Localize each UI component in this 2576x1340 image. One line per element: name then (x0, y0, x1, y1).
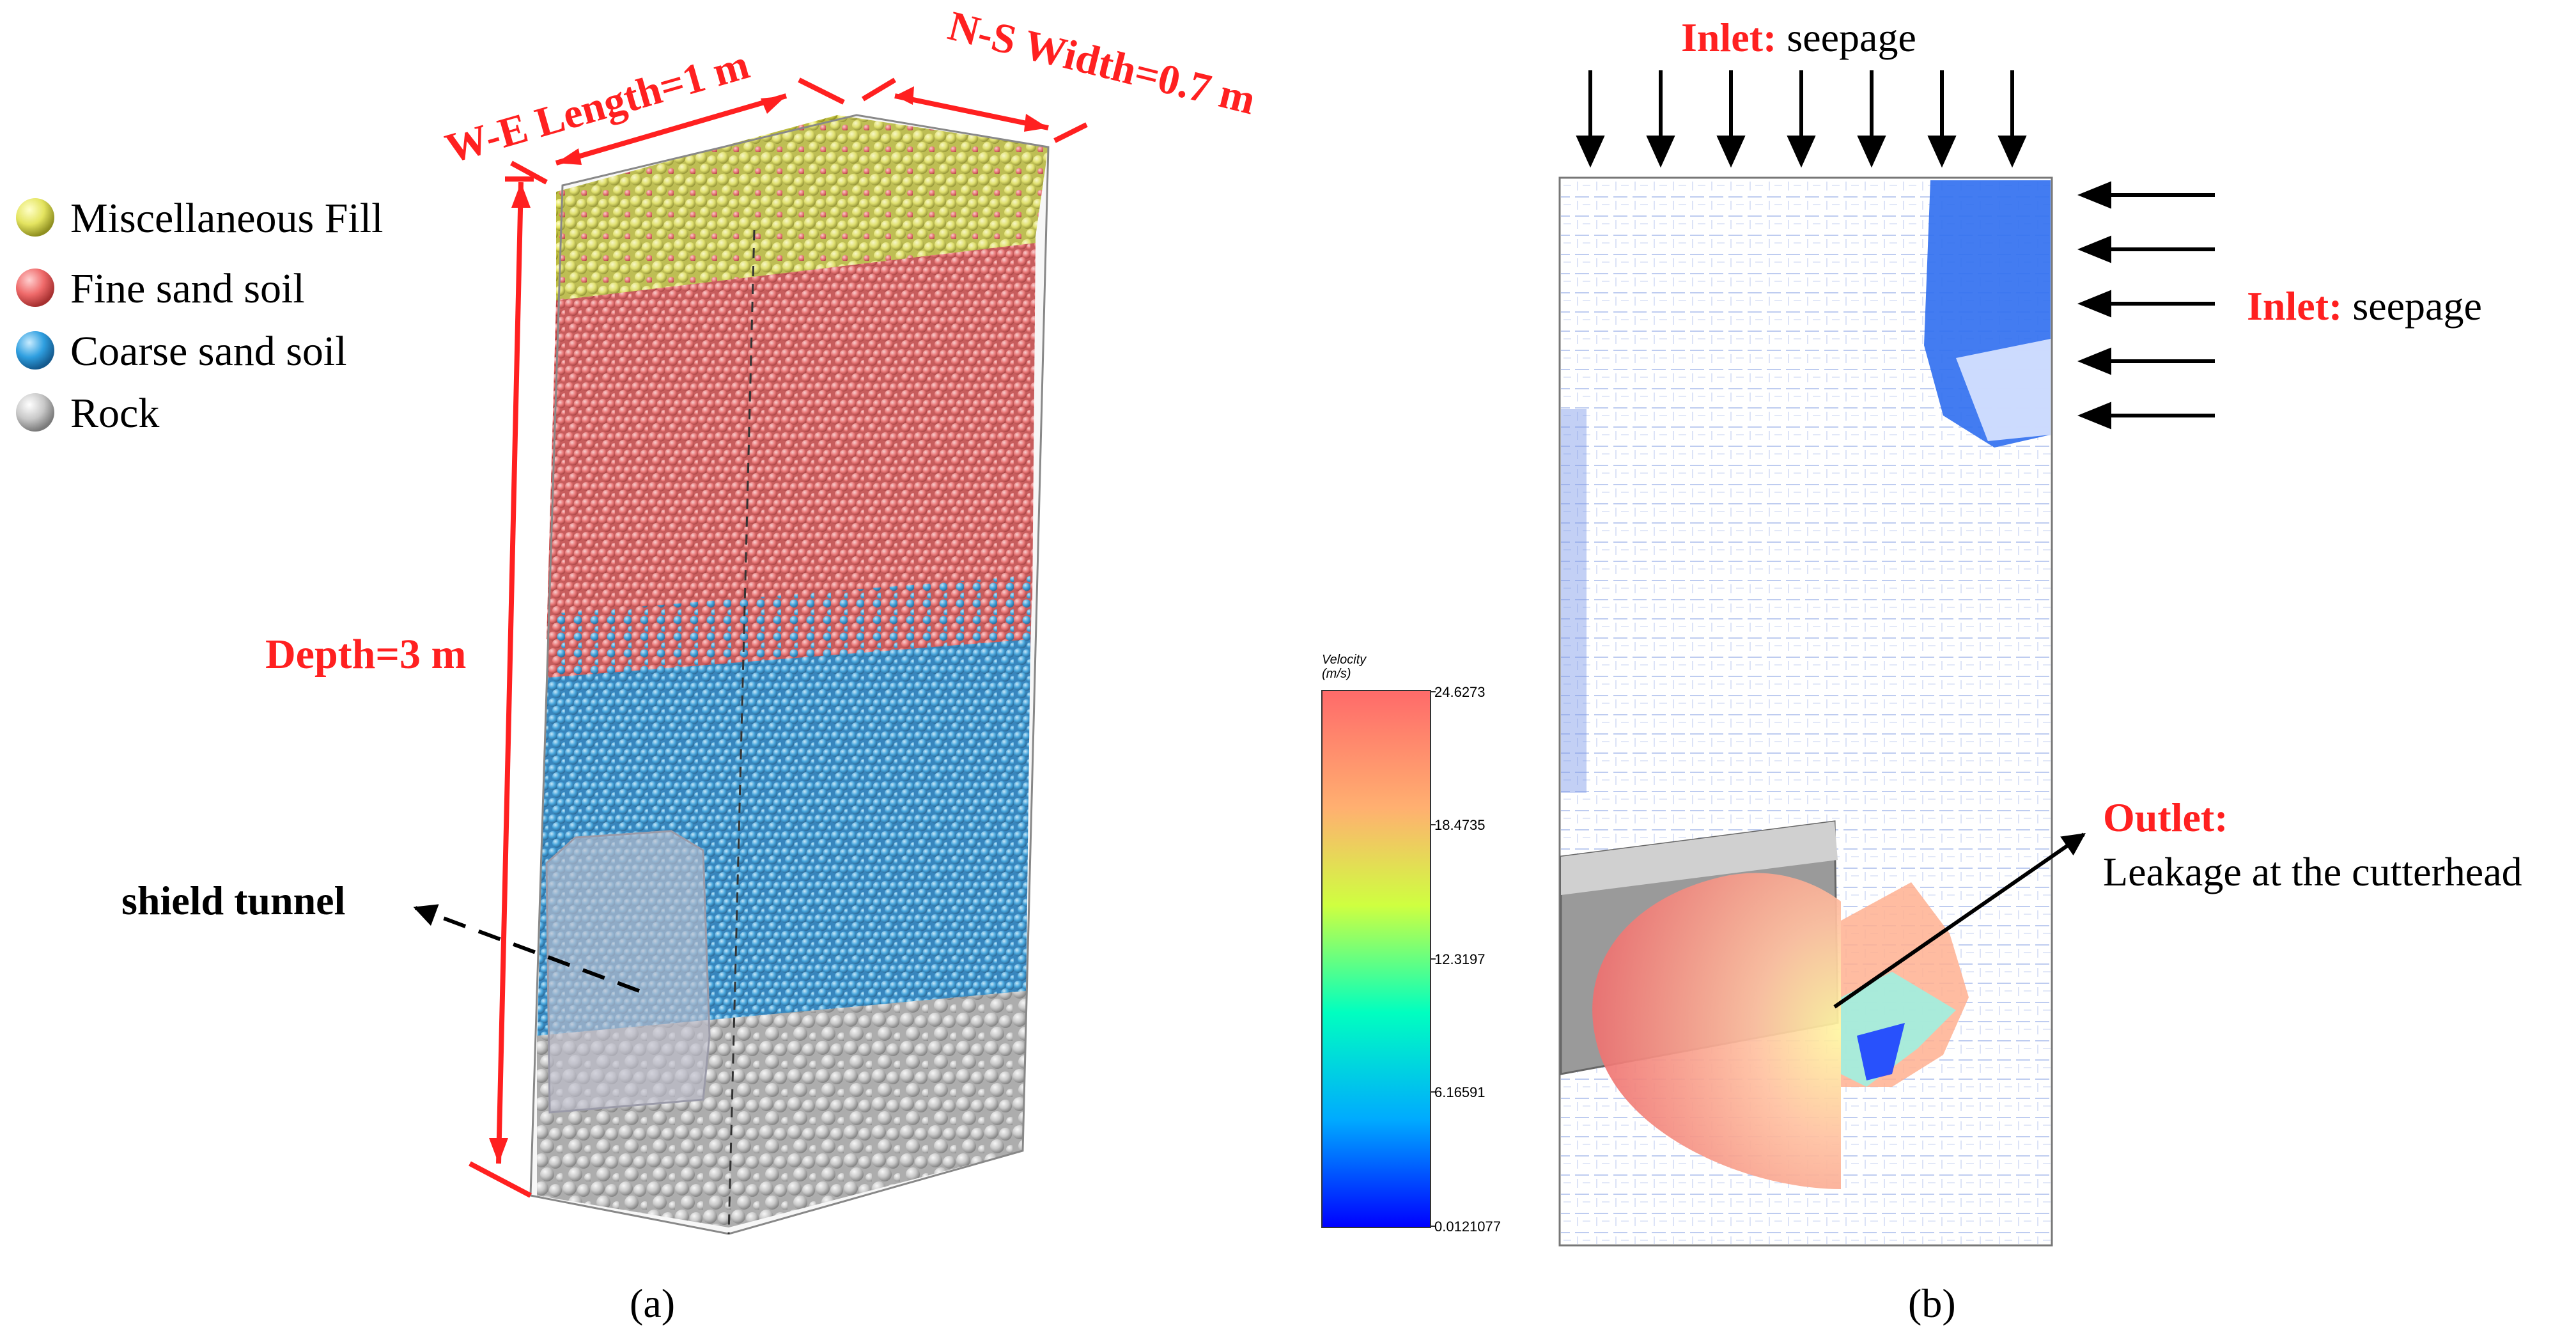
dim-ns-label: N-S Width=0.7 m (943, 3, 1260, 124)
legend-item-rock: Rock (16, 390, 159, 437)
down-arrow-icon (1576, 70, 1605, 168)
tunnel-leader-arrow (413, 904, 640, 993)
legend-label-coarse-sand: Coarse sand soil (70, 328, 347, 375)
velocity-colorbar: Velocity (m/s) 24.6273 18.4735 12.3197 6… (1321, 653, 1501, 1235)
down-arrow-icon (1716, 70, 1746, 168)
outlet-leader-arrow (1833, 832, 2086, 1009)
colorbar-tick-label: 12.3197 (1434, 951, 1486, 967)
legend-swatch-fine-sand (16, 269, 54, 307)
dimension-lines (469, 77, 1088, 1198)
dim-depth-line (496, 182, 524, 1164)
dim-ns-line (894, 93, 1049, 130)
left-arrow-icon (2077, 401, 2215, 430)
down-arrow-icon (1927, 70, 1957, 168)
down-arrow-icon (1646, 70, 1675, 168)
legend-swatch-coarse-sand (16, 331, 54, 370)
left-arrow-icon (2077, 181, 2215, 209)
inlet-right-prefix: Inlet: (2247, 283, 2342, 329)
panel-a: Miscellaneous Fill Fine sand soil Coarse… (16, 3, 1260, 1326)
colorbar-ramp (1321, 690, 1431, 1228)
legend-label-rock: Rock (70, 390, 159, 437)
left-arrow-icon (2077, 347, 2215, 375)
arrowhead-we-left (556, 148, 582, 165)
colorbar-tick-label: 0.0121077 (1434, 1219, 1501, 1235)
dim-ns-tick-left (861, 77, 897, 102)
down-arrow-icon (1998, 70, 2027, 168)
inlet-top-arrows (1576, 70, 2027, 168)
tunnel-label: shield tunnel (121, 878, 345, 923)
dim-ns-tick-right (1053, 122, 1088, 143)
transition-layer (547, 575, 1032, 690)
arrowhead-ns-left (895, 86, 914, 105)
dim-we-tick-right (798, 77, 845, 105)
box-hidden-edge (727, 230, 756, 1235)
colorbar-tick-label: 24.6273 (1434, 684, 1486, 700)
tunnel-shell-top (1561, 822, 1838, 895)
arrowhead-ns-right (1024, 114, 1048, 132)
shield-tunnel-shape (545, 830, 711, 1114)
legend-swatch-fill (16, 198, 54, 237)
colorbar-tick-label: 18.4735 (1434, 817, 1486, 833)
left-wall-vectors (1561, 409, 1587, 793)
inlet-right-label: Inlet: seepage (2247, 283, 2482, 329)
legend-label-fill: Miscellaneous Fill (70, 195, 383, 242)
legend-item-fine-sand: Fine sand soil (16, 265, 305, 312)
dim-depth-label: Depth=3 m (265, 631, 466, 678)
dim-we-tick-left (510, 160, 548, 185)
leakage-core-blue (1857, 1023, 1905, 1080)
colorbar-title-1: Velocity (1322, 653, 1367, 667)
inlet-right-text: seepage (2342, 283, 2482, 329)
soil-column (529, 114, 1050, 1235)
left-arrow-icon (2077, 235, 2215, 263)
inlet-top-text: seepage (1776, 15, 1916, 60)
flow-field (1558, 176, 2053, 1247)
caption-b: (b) (1908, 1281, 1956, 1326)
colorbar-ticks (1431, 691, 1436, 1227)
inlet-top-prefix: Inlet: (1681, 15, 1776, 60)
legend-item-coarse-sand: Coarse sand soil (16, 328, 347, 375)
legend-item-fill: Miscellaneous Fill (16, 195, 383, 242)
fill-layer (556, 147, 1036, 307)
inlet-right-arrows (2077, 181, 2215, 430)
colorbar-title-2: (m/s) (1322, 667, 1351, 681)
dim-depth-tick-bottom (469, 1161, 532, 1198)
outlet-text: Leakage at the cutterhead (2103, 849, 2522, 894)
fine-sand-layer (547, 243, 1036, 639)
legend-swatch-rock (16, 393, 54, 432)
panel-b: Inlet: seepage Inlet: seepage (1558, 15, 2522, 1326)
caption-a: (a) (630, 1281, 675, 1326)
down-arrow-icon (1787, 70, 1816, 168)
colorbar-tick-label: 6.16591 (1434, 1084, 1486, 1100)
dim-we-line (555, 93, 788, 166)
left-arrow-icon (2077, 290, 2215, 318)
down-arrow-icon (1857, 70, 1886, 168)
legend: Miscellaneous Fill Fine sand soil Coarse… (16, 195, 383, 437)
arrowhead-we-right (761, 96, 786, 114)
inlet-top-label: Inlet: seepage (1681, 15, 1916, 60)
inflow-wake (1956, 339, 2051, 441)
arrowhead-depth-bottom (489, 1138, 508, 1164)
legend-label-fine-sand: Fine sand soil (70, 265, 305, 312)
outlet-label: Outlet: (2103, 795, 2228, 840)
arrowhead-depth-top (511, 182, 531, 208)
leakage-velocity-fan (1592, 873, 1841, 1189)
dimension-arrowheads (489, 86, 1048, 1164)
